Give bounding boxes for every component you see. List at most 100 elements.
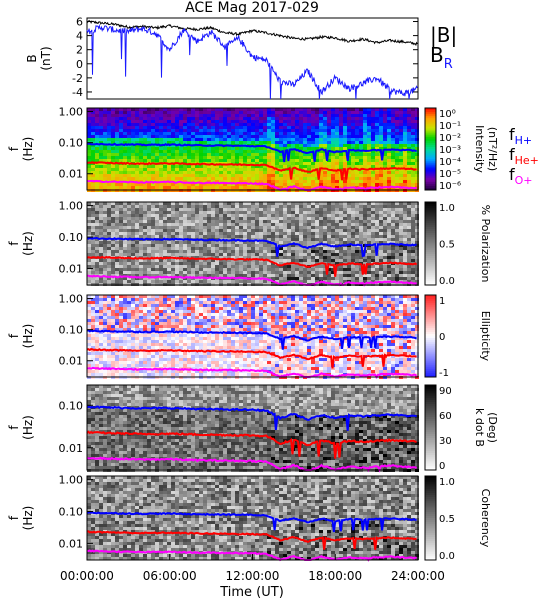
- heatmap-cell: [283, 274, 287, 277]
- heatmap-cell: [311, 132, 315, 135]
- heatmap-cell: [375, 232, 379, 235]
- heatmap-cell: [199, 168, 203, 171]
- heatmap-cell: [407, 280, 411, 283]
- heatmap-cell: [407, 265, 411, 268]
- heatmap-cell: [295, 208, 299, 211]
- heatmap-cell: [139, 150, 143, 153]
- ytick-label: 0.01: [59, 263, 84, 276]
- heatmap-cell: [275, 108, 279, 111]
- heatmap-cell: [415, 114, 419, 117]
- heatmap-cell: [139, 241, 143, 244]
- heatmap-cell: [87, 271, 91, 274]
- heatmap-cell: [311, 253, 315, 256]
- heatmap-cell: [99, 310, 103, 313]
- heatmap-cell: [335, 241, 339, 244]
- heatmap-cell: [387, 114, 391, 117]
- heatmap-cell: [375, 138, 379, 141]
- heatmap-cell: [331, 253, 335, 256]
- heatmap-cell: [287, 132, 291, 135]
- heatmap-cell: [319, 256, 323, 259]
- heatmap-cell: [219, 141, 223, 144]
- heatmap-cell: [307, 129, 311, 132]
- heatmap-cell: [211, 180, 215, 183]
- heatmap-cell: [403, 205, 407, 208]
- heatmap-cell: [247, 117, 251, 120]
- heatmap-cell: [107, 123, 111, 126]
- heatmap-cell: [339, 232, 343, 235]
- heatmap-cell: [111, 250, 115, 253]
- heatmap-cell: [227, 241, 231, 244]
- heatmap-cell: [155, 232, 159, 235]
- heatmap-cell: [415, 247, 419, 250]
- heatmap-cell: [371, 138, 375, 141]
- heatmap-cell: [399, 141, 403, 144]
- heatmap-cell: [331, 114, 335, 117]
- heatmap-cell: [311, 159, 315, 162]
- heatmap-cell: [167, 214, 171, 217]
- heatmap-cell: [383, 229, 387, 232]
- heatmap-cell: [323, 156, 327, 159]
- heatmap-cell: [395, 147, 399, 150]
- heatmap-cell: [95, 147, 99, 150]
- heatmap-cell: [123, 132, 127, 135]
- heatmap-cell: [399, 229, 403, 232]
- heatmap-cell: [351, 123, 355, 126]
- heatmap-cell: [115, 174, 119, 177]
- heatmap-cell: [275, 183, 279, 186]
- heatmap-cell: [279, 241, 283, 244]
- heatmap-cell: [299, 226, 303, 229]
- heatmap-cell: [267, 238, 271, 241]
- heatmap-cell: [187, 120, 191, 123]
- heatmap-cell: [211, 265, 215, 268]
- heatmap-cell: [199, 280, 203, 283]
- heatmap-cell: [255, 111, 259, 114]
- heatmap-cell: [367, 132, 371, 135]
- heatmap-cell: [319, 132, 323, 135]
- heatmap-cell: [415, 217, 419, 220]
- heatmap-cell: [399, 180, 403, 183]
- heatmap-cell: [375, 150, 379, 153]
- heatmap-cell: [379, 114, 383, 117]
- heatmap-cell: [255, 226, 259, 229]
- heatmap-cell: [299, 144, 303, 147]
- heatmap-cell: [279, 129, 283, 132]
- heatmap-cell: [91, 358, 95, 361]
- heatmap-cell: [219, 129, 223, 132]
- heatmap-cell: [227, 132, 231, 135]
- heatmap-cell: [263, 223, 267, 226]
- heatmap-cell: [103, 117, 107, 120]
- heatmap-cell: [107, 364, 111, 367]
- colorbar-step: [425, 114, 436, 117]
- heatmap-cell: [391, 226, 395, 229]
- heatmap-cell: [371, 202, 375, 205]
- heatmap-cell: [375, 256, 379, 259]
- heatmap-cell: [403, 214, 407, 217]
- heatmap-cell: [211, 120, 215, 123]
- heatmap-cell: [303, 235, 307, 238]
- heatmap-cell: [171, 250, 175, 253]
- heatmap-cell: [147, 126, 151, 129]
- heatmap-cell: [107, 211, 111, 214]
- heatmap-cell: [355, 150, 359, 153]
- heatmap-cell: [195, 180, 199, 183]
- heatmap-cell: [407, 232, 411, 235]
- heatmap-cell: [191, 241, 195, 244]
- heatmap-cell: [115, 129, 119, 132]
- heatmap-cell: [351, 180, 355, 183]
- heatmap-cell: [87, 334, 91, 337]
- heatmap-cell: [99, 277, 103, 280]
- heatmap-cell: [271, 247, 275, 250]
- heatmap-cell: [131, 165, 135, 168]
- heatmap-cell: [267, 138, 271, 141]
- heatmap-cell: [295, 174, 299, 177]
- heatmap-cell: [139, 265, 143, 268]
- heatmap-cell: [239, 247, 243, 250]
- heatmap-cell: [223, 250, 227, 253]
- heatmap-cell: [207, 153, 211, 156]
- heatmap-cell: [91, 271, 95, 274]
- heatmap-cell: [171, 268, 175, 271]
- heatmap-cell: [315, 220, 319, 223]
- heatmap-cell: [179, 147, 183, 150]
- heatmap-cell: [143, 226, 147, 229]
- heatmap-cell: [211, 147, 215, 150]
